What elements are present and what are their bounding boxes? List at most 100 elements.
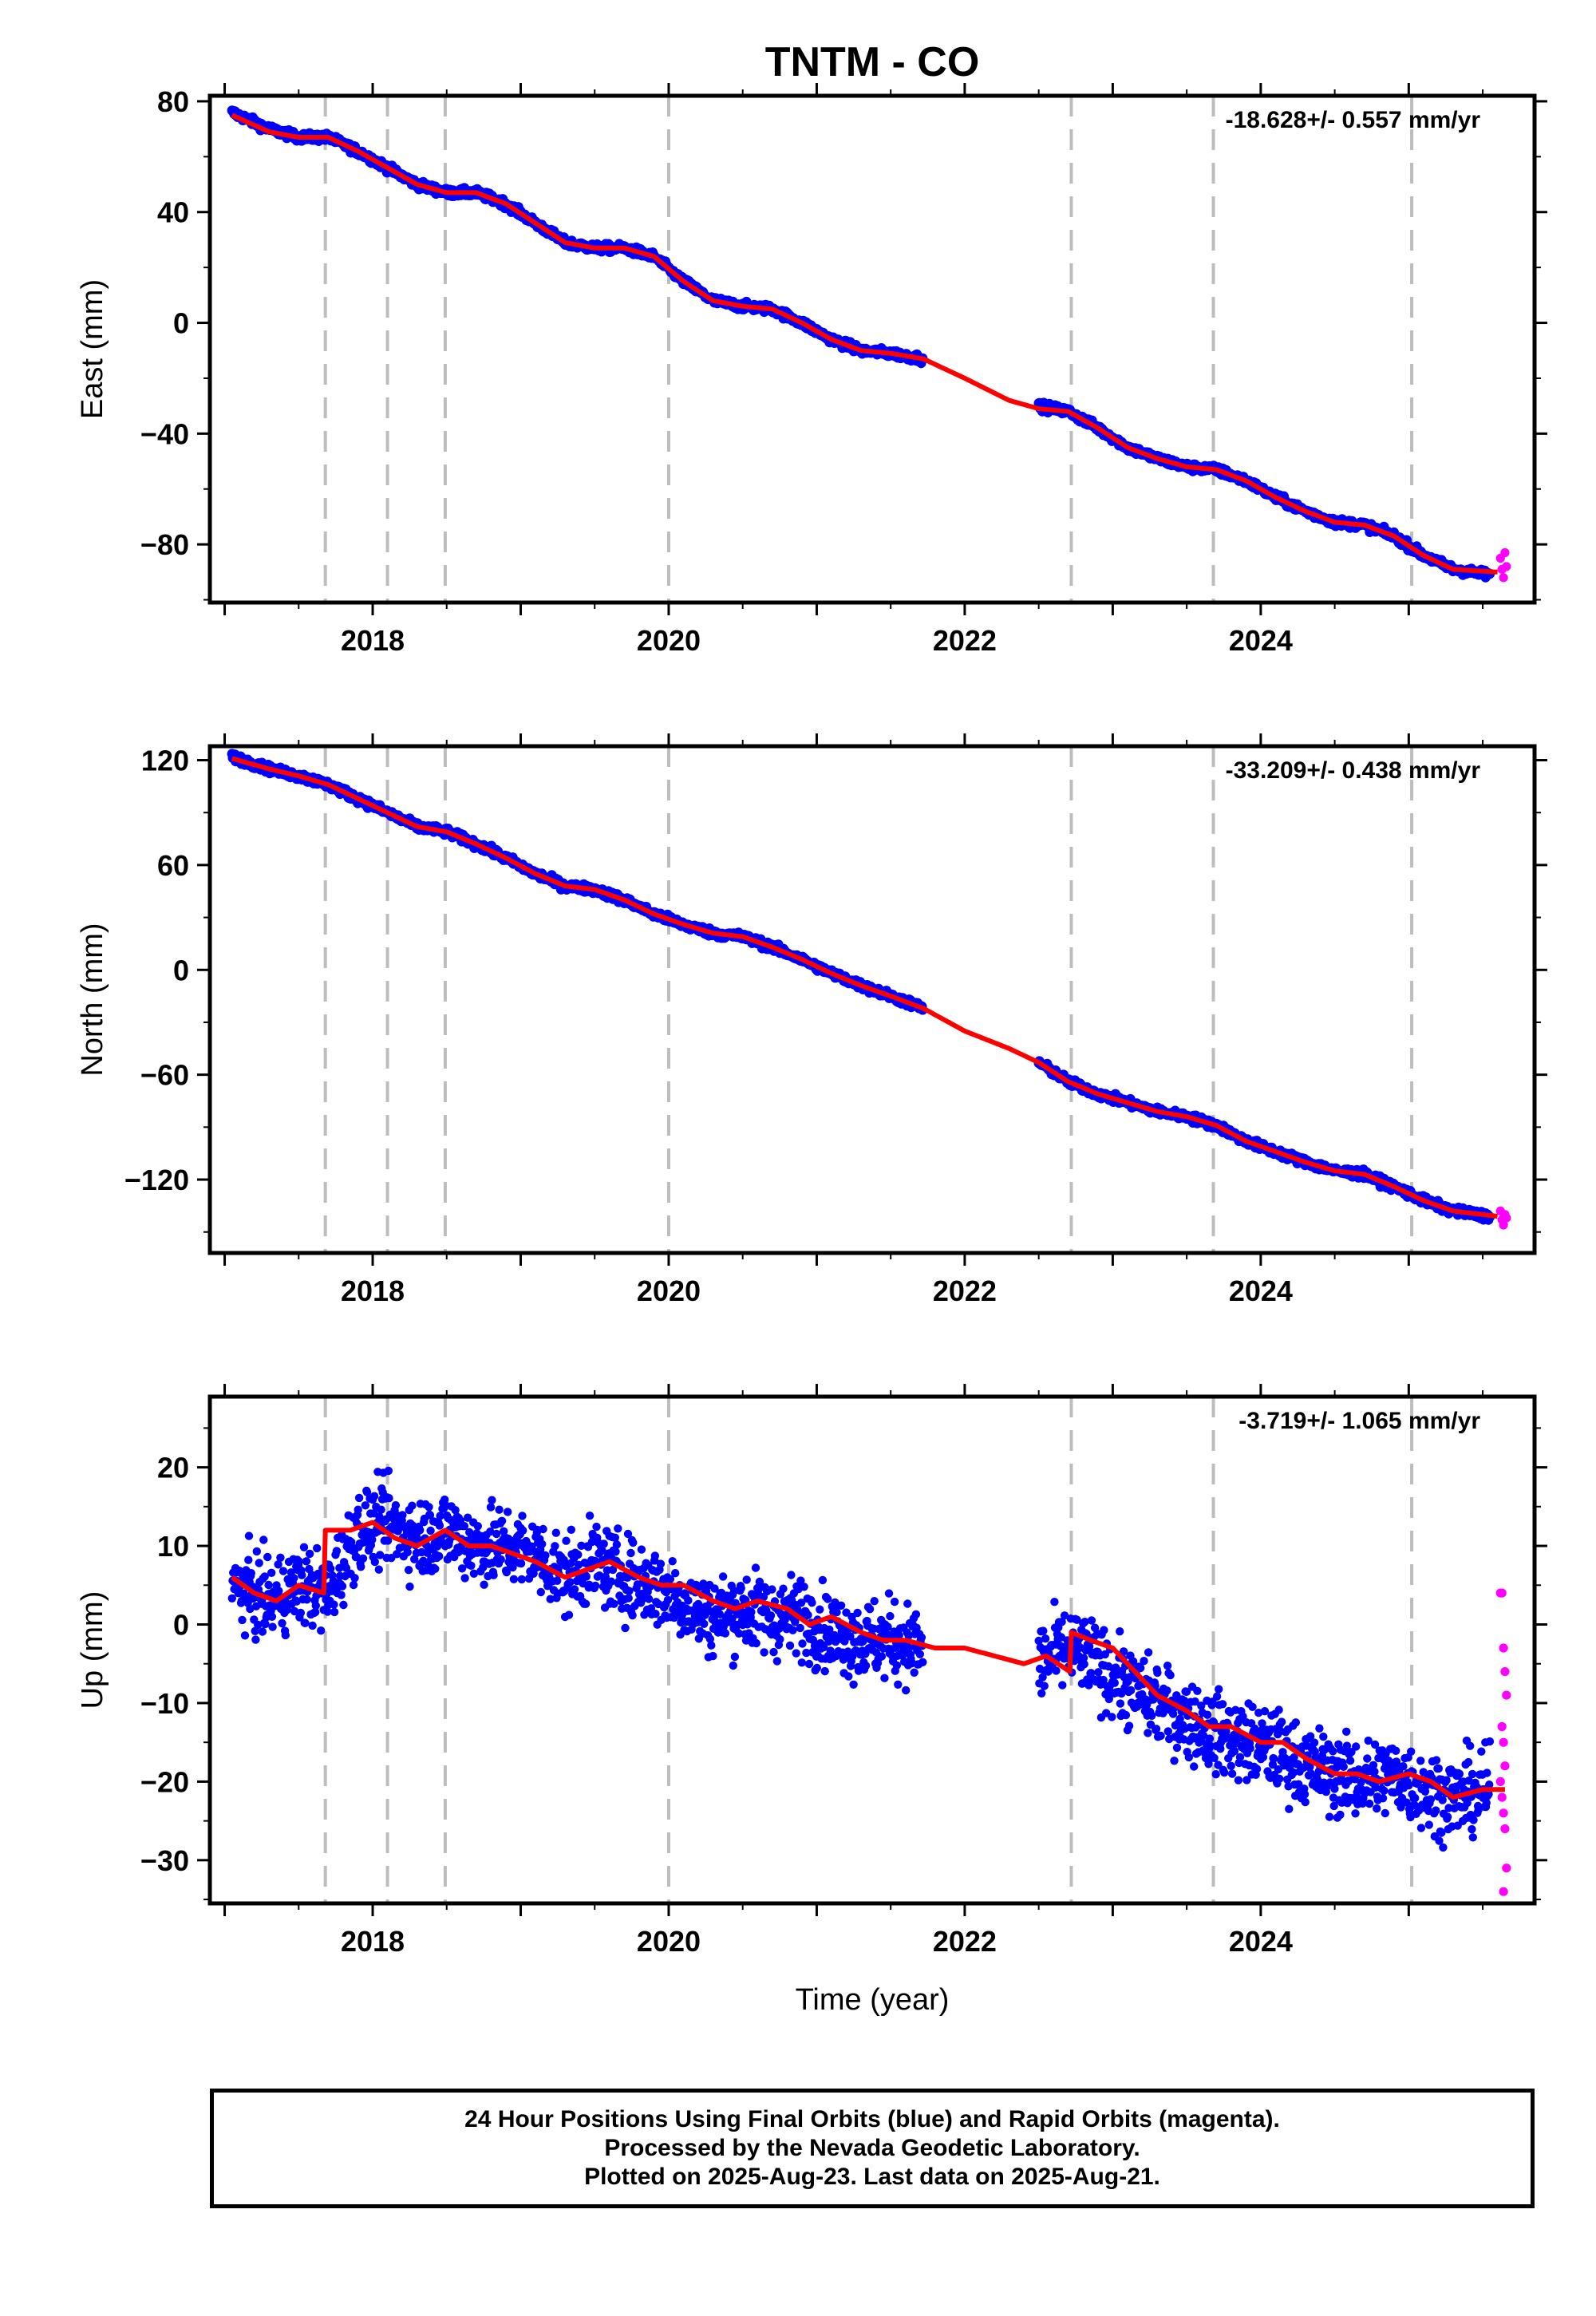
up-final-point: [536, 1587, 545, 1597]
north-plot-area: [227, 749, 1511, 1230]
up-final-point: [480, 1580, 488, 1589]
east-xtick-label-2: 2022: [933, 624, 997, 657]
up-final-point: [585, 1512, 595, 1520]
up-plot-area: [227, 1466, 1511, 1896]
up-final-point: [800, 1583, 808, 1591]
east-frame: [207, 93, 1537, 605]
up-final-point: [768, 1585, 776, 1594]
up-final-point: [1100, 1626, 1108, 1634]
east-ytick-label-0: 80: [157, 85, 189, 118]
up-final-point: [637, 1545, 646, 1554]
up-final-point: [496, 1555, 505, 1564]
east-xtick-label-3: 2024: [1229, 624, 1293, 657]
up-final-point: [278, 1618, 286, 1628]
up-final-point: [1110, 1678, 1120, 1687]
up-final-point: [268, 1622, 277, 1631]
up-final-point: [435, 1551, 444, 1561]
up-final-point: [358, 1554, 368, 1563]
up-final-point: [404, 1566, 413, 1575]
up-final-point: [244, 1531, 254, 1540]
up-final-point: [796, 1623, 804, 1633]
up-final-point: [624, 1594, 633, 1603]
north-model-line: [231, 756, 1499, 1219]
up-final-point: [244, 1555, 253, 1564]
up-final-point: [240, 1631, 250, 1640]
up-final-point: [684, 1596, 693, 1605]
up-final-point: [1184, 1753, 1194, 1762]
up-final-point: [338, 1582, 347, 1591]
up-final-point: [629, 1538, 638, 1547]
up-final-point: [820, 1666, 829, 1676]
up-final-point: [1227, 1761, 1235, 1770]
up-final-point: [264, 1580, 273, 1590]
up-final-point: [1087, 1616, 1096, 1625]
up-final-point: [276, 1553, 285, 1563]
up-final-point: [405, 1582, 414, 1591]
east-plot-area: [227, 105, 1511, 583]
east-rapid-point-2: [1499, 573, 1508, 583]
up-final-point: [567, 1525, 575, 1535]
up-final-point: [816, 1605, 824, 1614]
up-final-point: [917, 1633, 926, 1642]
up-final-point: [1041, 1634, 1050, 1643]
up-final-point: [267, 1568, 276, 1578]
east-ytick-label-1: 40: [157, 196, 189, 229]
up-final-point: [488, 1496, 496, 1504]
up-final-point: [509, 1575, 519, 1584]
up-final-point: [1058, 1681, 1067, 1690]
up-final-point: [668, 1557, 677, 1566]
up-final-point: [541, 1551, 550, 1560]
up-final-point: [880, 1674, 889, 1682]
up-final-point: [592, 1522, 601, 1531]
up-final-point: [877, 1652, 887, 1661]
east-ytick-label-3: −40: [140, 417, 189, 450]
up-final-point: [298, 1571, 306, 1579]
up-final-point: [553, 1576, 562, 1586]
up-final-point: [752, 1638, 760, 1648]
up-final-point: [516, 1559, 526, 1568]
up-final-point: [519, 1526, 527, 1535]
up-final-point: [1210, 1753, 1219, 1762]
up-final-point: [729, 1661, 737, 1670]
up-final-point: [313, 1543, 322, 1553]
east-y-axis-label: East (mm): [76, 279, 109, 419]
up-final-point: [517, 1575, 526, 1584]
main-title: TNTM - CO: [765, 39, 980, 85]
up-final-point: [779, 1584, 788, 1593]
up-final-point: [238, 1615, 247, 1625]
up-final-point: [350, 1574, 359, 1583]
east-ytick-label-4: −80: [140, 528, 189, 561]
up-final-point: [1163, 1727, 1173, 1736]
up-final-point: [737, 1584, 745, 1593]
north-ytick-label-0: 120: [141, 745, 189, 777]
up-final-point: [865, 1605, 875, 1614]
up-final-point: [606, 1577, 616, 1586]
up-final-point: [279, 1567, 288, 1575]
east-velocity-label: -18.628+/- 0.557 mm/yr: [1226, 107, 1481, 133]
up-final-point: [1052, 1666, 1061, 1675]
up-final-point: [918, 1658, 927, 1666]
up-final-point: [258, 1627, 267, 1636]
up-final-point: [707, 1641, 716, 1650]
up-final-point: [798, 1639, 807, 1648]
up-final-point: [650, 1551, 659, 1560]
north-xtick-label-2: 2022: [933, 1275, 997, 1307]
up-final-point: [910, 1668, 918, 1677]
up-final-point: [769, 1647, 778, 1657]
up-final-point: [772, 1657, 781, 1666]
up-final-point: [628, 1611, 637, 1620]
east-ytick-label-2: 0: [173, 307, 189, 340]
up-final-point: [435, 1521, 444, 1530]
up-final-point: [259, 1535, 268, 1544]
up-final-point: [747, 1607, 756, 1617]
up-final-point: [391, 1501, 401, 1510]
north-xtick-label-0: 2018: [341, 1275, 405, 1307]
up-final-point: [564, 1611, 574, 1619]
up-final-point: [785, 1641, 795, 1650]
up-final-point: [361, 1501, 370, 1510]
up-final-point: [299, 1543, 309, 1551]
up-final-point: [332, 1547, 342, 1555]
up-final-point: [812, 1663, 821, 1673]
